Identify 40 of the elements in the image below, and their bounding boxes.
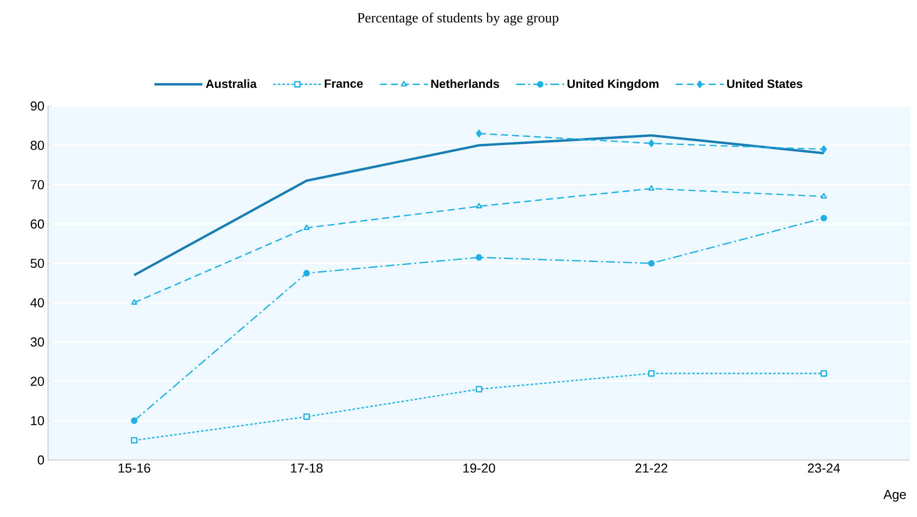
legend-label: France (324, 79, 363, 88)
point (820, 145, 827, 154)
point (820, 193, 827, 198)
point (303, 270, 310, 276)
point (476, 254, 482, 261)
y-tick-label: 20 (30, 376, 44, 386)
x-axis-title: Age (883, 490, 906, 502)
legend-label: United States (727, 79, 802, 88)
x-tick-label: 17-18 (291, 464, 323, 473)
y-tick-label: 90 (30, 101, 44, 111)
point (820, 214, 828, 222)
x-tick-label: 21-22 (636, 464, 668, 473)
y-tick-label: 0 (38, 455, 44, 465)
point (820, 370, 828, 377)
point (476, 202, 482, 208)
point (648, 140, 654, 148)
point (131, 299, 138, 305)
point (648, 370, 655, 377)
x-tick-label: 19-20 (463, 464, 496, 473)
y-tick-label: 30 (30, 337, 44, 347)
chart-title: Percentage of students by age group (358, 12, 558, 26)
point (648, 260, 655, 267)
point (130, 437, 138, 444)
point (130, 417, 138, 424)
point (476, 130, 482, 138)
point (304, 224, 310, 230)
point (303, 413, 310, 420)
point (648, 185, 654, 191)
legend-label: United Kingdom (568, 79, 658, 90)
legend-label: Netherlands (431, 79, 500, 88)
x-tick-label: 15-16 (118, 464, 150, 473)
y-tick-label: 10 (31, 416, 44, 426)
point (476, 386, 482, 392)
y-tick-label: 70 (30, 180, 44, 190)
x-tick-label: 23-24 (808, 464, 840, 473)
legend-label: Australia (206, 79, 257, 88)
y-tick-label: 60 (30, 219, 44, 229)
y-tick-label: 40 (30, 298, 44, 308)
y-tick-label: 50 (30, 258, 44, 268)
y-tick-label: 80 (30, 140, 44, 150)
